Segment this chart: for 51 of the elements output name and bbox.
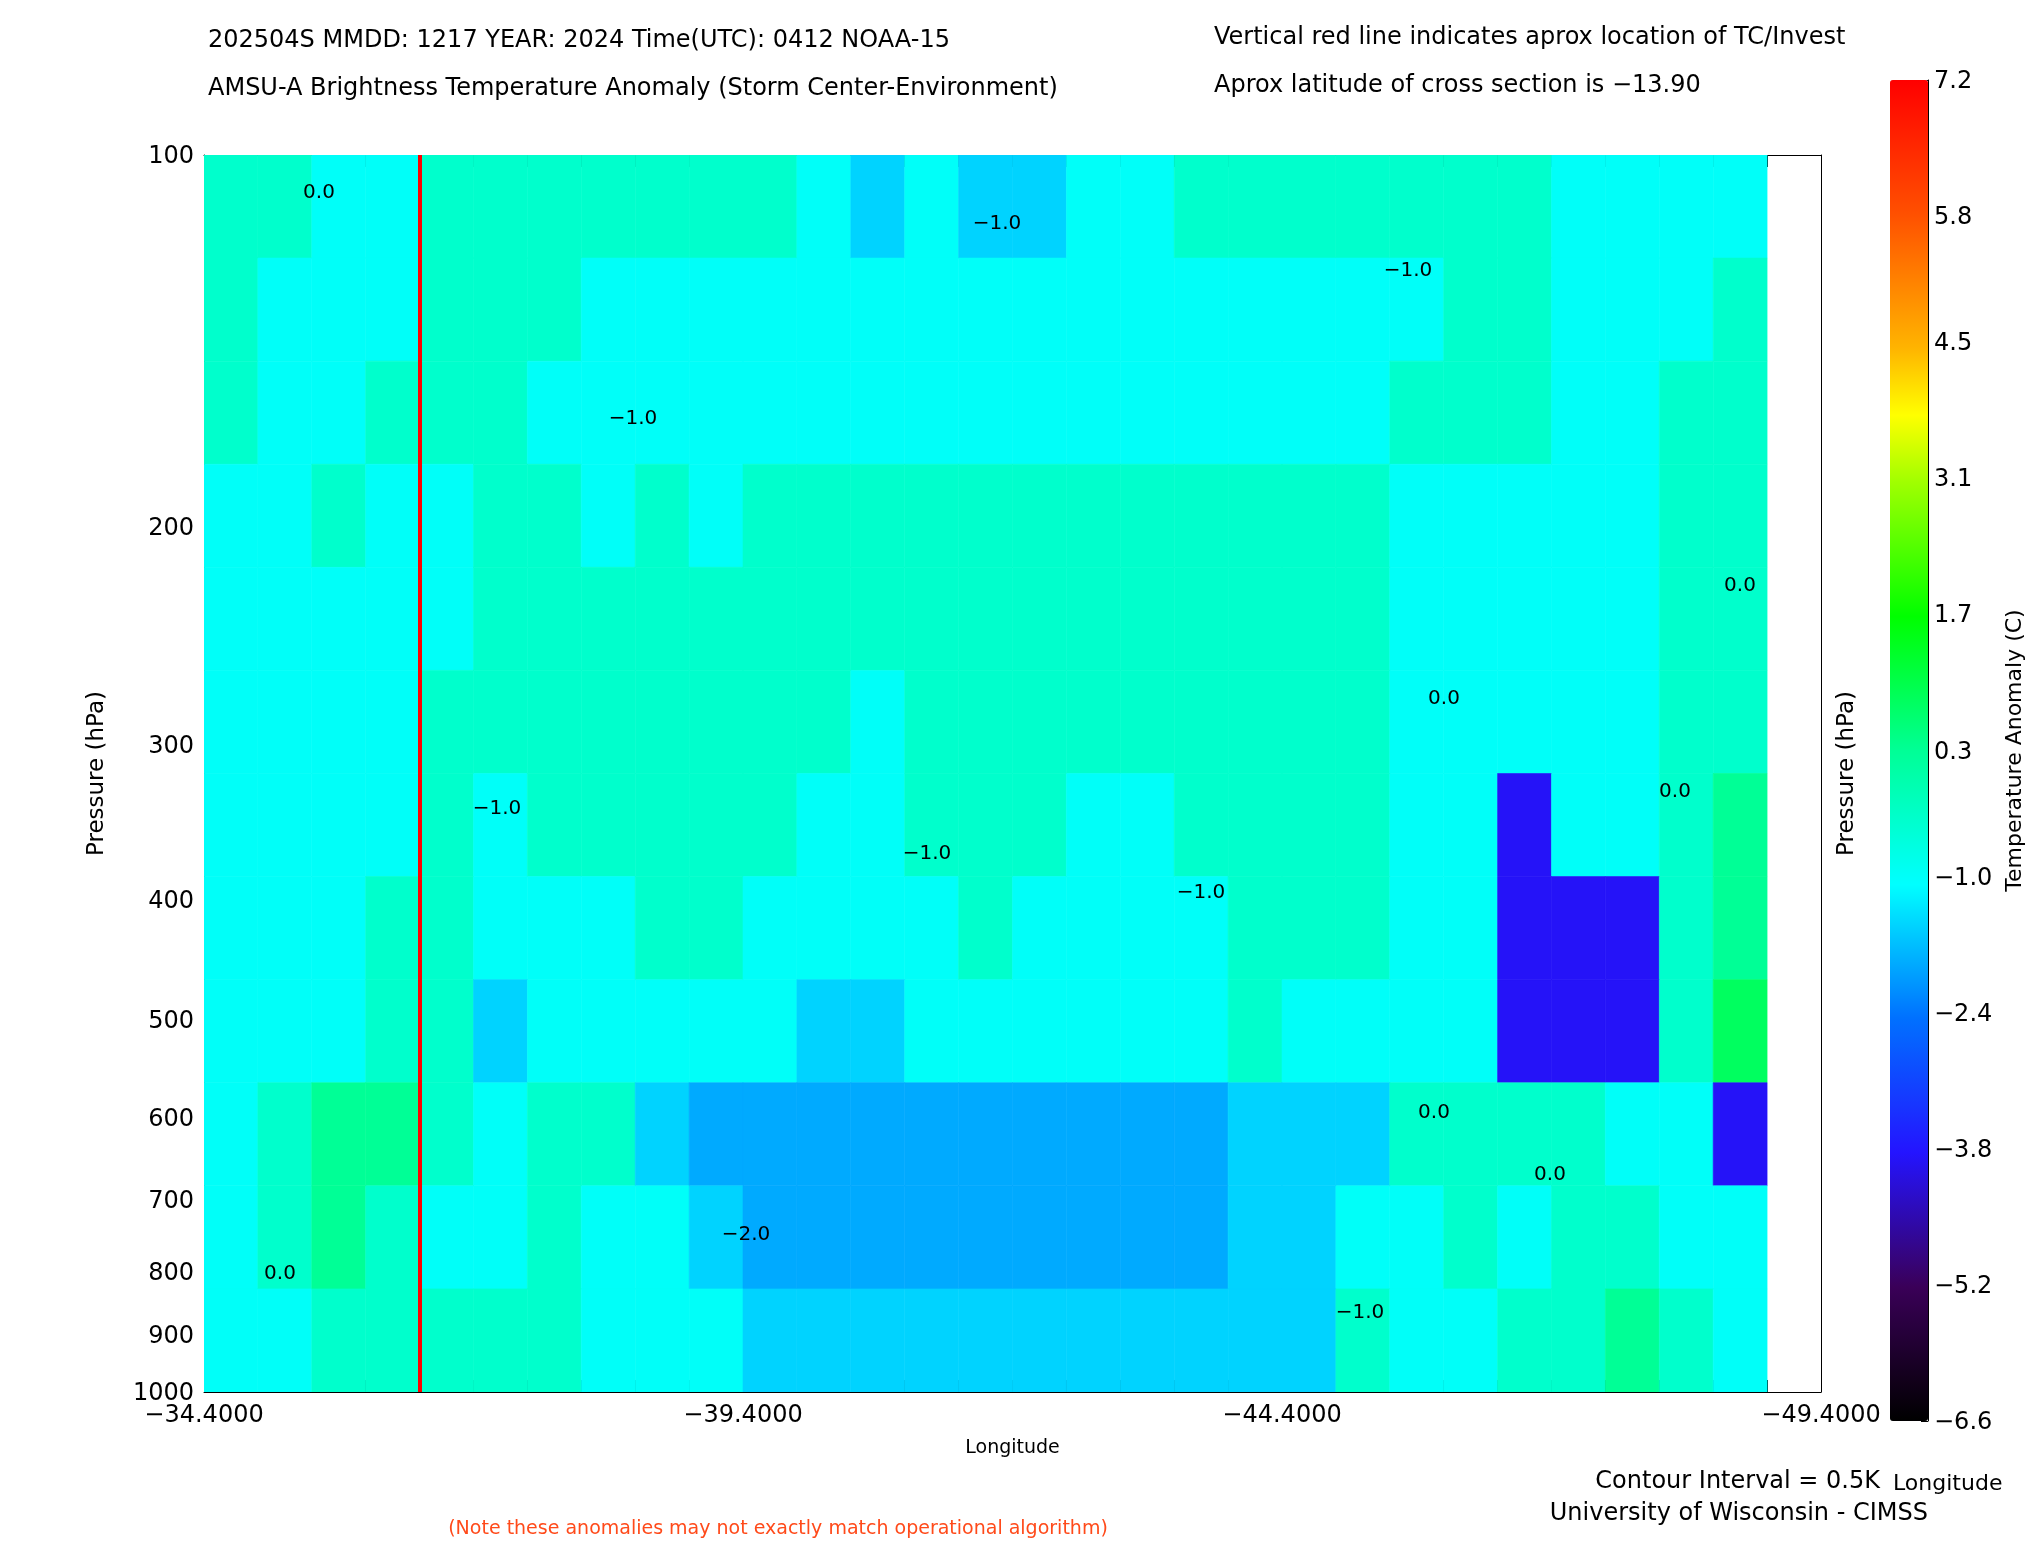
annotation: −1.0	[1383, 257, 1433, 281]
annotation: −1.0	[1335, 1299, 1385, 1323]
annotation: 0.0	[1418, 1099, 1450, 1123]
annotation: −1.0	[608, 405, 658, 429]
color-bar-label: 7.2	[1934, 66, 1973, 94]
y-tick-label: 500	[148, 1005, 194, 1034]
text: Aprox latitude of cross section is −13.90	[1214, 70, 1701, 98]
color-bar-label: −3.8	[1934, 1134, 1993, 1163]
y-tick-label: 400	[148, 885, 194, 914]
color-bar-label: 0.3	[1934, 736, 1973, 765]
y-tick-label: 200	[148, 513, 194, 542]
color-bar-label: −1.0	[1934, 862, 1993, 891]
text: (Note these anomalies may not exactly match operational algorithm)	[448, 1516, 1108, 1538]
annotation: 0.0	[1428, 685, 1460, 709]
color-bar-label: 5.8	[1934, 202, 1973, 231]
y-tick-label: 100	[148, 141, 194, 169]
annotation: −1.0	[972, 210, 1022, 234]
x-tick-label: −34.4000	[144, 1400, 264, 1428]
text: Longitude	[1893, 1469, 2003, 1495]
color-bar-label: 4.5	[1934, 328, 1973, 357]
annotation: 0.0	[1659, 778, 1691, 802]
x-axis-title: Longitude	[965, 1434, 1060, 1457]
x-tick-label: −49.4000	[1761, 1400, 1881, 1428]
x-tick-label: −39.4000	[683, 1400, 803, 1428]
x-tick-label: −44.4000	[1222, 1400, 1342, 1428]
annotation: 0.0	[264, 1260, 296, 1284]
annotation: −1.0	[902, 840, 952, 864]
color-bar-label: −5.2	[1934, 1270, 1993, 1299]
color-bar-label: −2.4	[1934, 998, 1993, 1027]
annotation: 0.0	[1534, 1161, 1566, 1185]
y-axis-title: Pressure (hPa)	[81, 691, 108, 856]
y-tick-label: 800	[148, 1258, 194, 1287]
annotation: −2.0	[721, 1221, 771, 1245]
color-bar-label: −6.6	[1934, 1407, 1993, 1435]
text: Vertical red line indicates aprox location of TC/Invest	[1214, 22, 1846, 50]
annotation: −1.0	[1176, 879, 1226, 903]
y-tick-label: 600	[148, 1103, 194, 1132]
color-bar-label: 1.7	[1934, 600, 1973, 629]
text: Contour Interval = 0.5K	[1595, 1466, 1882, 1494]
annotation: 0.0	[1724, 572, 1756, 596]
y2-axis-title: Pressure (hPa)	[1831, 691, 1858, 856]
chart-subtitle: AMSU-A Brightness Temperature Anomaly (Storm Center-Environment)	[208, 73, 1058, 101]
text: University of Wisconsin - CIMSS	[1549, 1498, 1928, 1526]
color-bar-title: Temperature Anomaly (C)	[2000, 609, 2025, 893]
y-tick-label: 900	[148, 1321, 194, 1350]
annotation: −1.0	[472, 795, 522, 819]
annotation: 0.0	[303, 179, 335, 203]
color-bar-label: 3.1	[1934, 464, 1973, 493]
y-tick-label: 700	[148, 1186, 194, 1215]
y-tick-label: 300	[148, 731, 194, 760]
chart-title: 202504S MMDD: 1217 YEAR: 2024 Time(UTC): 0412 NOAA-15	[208, 25, 950, 53]
